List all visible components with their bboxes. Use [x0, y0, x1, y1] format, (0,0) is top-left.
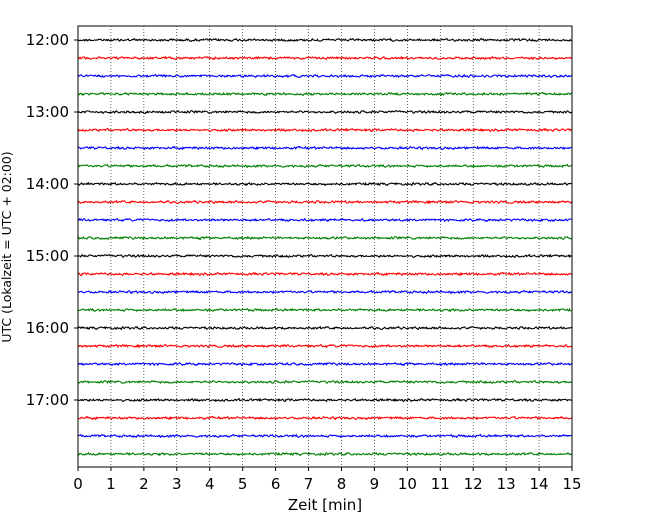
x-tick-label: 3 [172, 475, 182, 493]
y-tick-label: 13:00 [26, 103, 69, 121]
trace-line [77, 37, 572, 43]
x-axis-ticks: 0 1 2 3 4 5 6 7 8 9 10 11 12 13 14 15 [73, 467, 582, 493]
trace-line [77, 415, 572, 421]
trace-line [77, 55, 572, 61]
x-tick-label: 6 [271, 475, 281, 493]
x-tick-label: 9 [370, 475, 380, 493]
y-axis-ticks: 12:00 13:00 14:00 15:00 16:00 17:00 [26, 31, 78, 409]
trace-line [77, 91, 572, 97]
trace-line [77, 145, 572, 151]
x-tick-label: 8 [337, 475, 347, 493]
trace-line [77, 361, 572, 367]
trace-line [77, 163, 572, 169]
trace-line [77, 433, 572, 439]
trace-line [77, 235, 572, 241]
x-tick-label: 12 [464, 475, 483, 493]
trace-line [77, 307, 572, 313]
trace-line [77, 181, 572, 187]
x-tick-label: 2 [139, 475, 149, 493]
trace-line [77, 127, 572, 133]
trace-line [77, 379, 572, 385]
x-tick-label: 7 [304, 475, 314, 493]
trace-line [77, 397, 572, 403]
trace-line [77, 289, 572, 295]
x-axis-label: Zeit [min] [288, 496, 362, 514]
x-tick-label: 13 [497, 475, 516, 493]
x-tick-label: 15 [562, 475, 581, 493]
x-tick-label: 1 [106, 475, 116, 493]
y-tick-label: 14:00 [26, 175, 69, 193]
x-tick-label: 5 [238, 475, 248, 493]
trace-line [77, 343, 572, 349]
y-tick-label: 17:00 [26, 391, 69, 409]
trace-line [77, 109, 572, 115]
x-tick-label: 10 [398, 475, 417, 493]
y-axis-label: UTC (Lokalzeit = UTC + 02:00) [0, 151, 14, 342]
trace-line [77, 199, 572, 205]
trace-line [77, 217, 572, 223]
plot-frame [77, 25, 573, 468]
y-tick-label: 16:00 [26, 319, 69, 337]
x-tick-label: 11 [431, 475, 450, 493]
trace-line [77, 451, 572, 457]
trace-line [77, 325, 572, 331]
plot-area [78, 26, 572, 467]
trace-line [77, 271, 572, 277]
x-tick-label: 0 [73, 475, 83, 493]
trace-line [77, 73, 572, 79]
trace-line [77, 253, 572, 259]
x-tick-label: 14 [530, 475, 549, 493]
x-tick-label: 4 [205, 475, 215, 493]
y-tick-label: 12:00 [26, 31, 69, 49]
y-tick-label: 15:00 [26, 247, 69, 265]
trace-group [77, 37, 572, 457]
